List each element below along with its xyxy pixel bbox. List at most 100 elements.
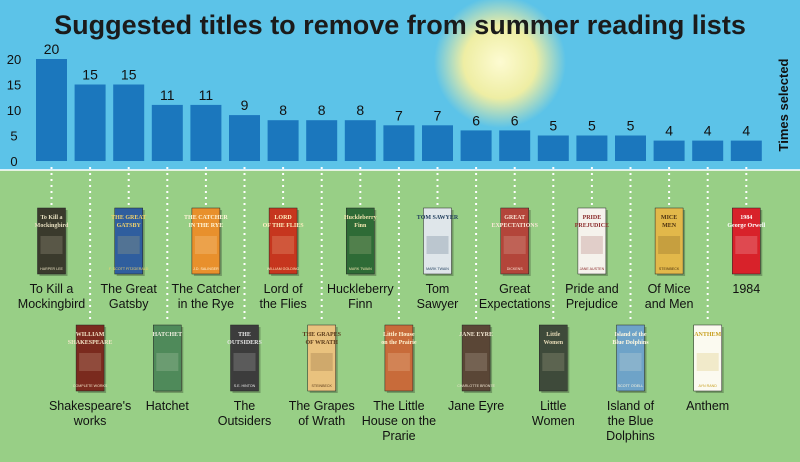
bar-value-label: 11: [160, 87, 175, 103]
cover-author: AYN RAND: [699, 384, 718, 388]
cover-title: OUTSIDERS: [227, 340, 262, 346]
cover-title: WILLIAM: [76, 332, 105, 338]
bar-value-label: 15: [121, 67, 137, 83]
book-cover: GREAT EXPECTATIONS DICKENS: [491, 207, 539, 276]
book-label: Hatchet: [146, 399, 190, 413]
book-cover: Island of the Blue Dolphins SCOTT O'DELL: [612, 324, 649, 393]
book-covers: To Kill a Mockingbird HARPER LEE WILLIAM SHA…: [35, 207, 766, 393]
cover-title: To Kill a: [40, 215, 62, 221]
cover-art: [465, 353, 488, 371]
book-cover-rect: [75, 324, 105, 392]
bar-value-label: 20: [44, 41, 60, 57]
cover-art: [349, 236, 372, 254]
cover-art: [387, 353, 410, 371]
cover-author: F. SCOTT FITZGERALD: [109, 267, 149, 271]
cover-title: Little House: [383, 332, 415, 338]
cover-title: MEN: [662, 223, 677, 229]
cover-title: GATSBY: [117, 223, 142, 229]
cover-art: [272, 236, 295, 254]
book-label: Dolphins: [606, 429, 655, 443]
cover-title: George Orwell: [727, 223, 765, 229]
book-cover: PRIDE PREJUDICE JANE AUSTEN: [575, 207, 609, 276]
cover-art: [117, 236, 140, 254]
cover-title: GREAT: [504, 215, 525, 221]
cover-author: CHARLOTTE BRONTE: [457, 384, 495, 388]
book-cover-rect: [268, 207, 298, 275]
cover-art: [79, 353, 102, 371]
bar: [267, 120, 299, 161]
cover-art: [426, 236, 449, 254]
book-cover-rect: [37, 207, 66, 275]
cover-title: LORD: [274, 215, 292, 221]
cover-title: THE CATCHER: [184, 215, 228, 221]
bar-value-label: 9: [241, 97, 249, 113]
bar: [344, 120, 376, 161]
cover-title: THE GRAPES: [302, 332, 341, 338]
book-cover-rect: [500, 207, 529, 275]
book-label: Prarie: [382, 429, 415, 443]
bar-value-label: 4: [742, 123, 750, 139]
y-axis-label: Times selected: [776, 58, 791, 151]
bar: [151, 104, 183, 161]
cover-title: Little: [546, 332, 560, 338]
cover-title: ANTHEM: [694, 332, 721, 338]
book-label: the Blue: [608, 414, 654, 428]
book-cover-rect: [307, 324, 336, 392]
cover-title: Finn: [354, 223, 367, 229]
cover-author: MARK TWAIN: [349, 267, 372, 271]
book-label: works: [73, 414, 107, 428]
bar: [615, 135, 646, 161]
book-label: Mockingbird: [18, 297, 85, 311]
cover-title: Women: [543, 340, 563, 346]
y-axis: 0 5 10 15 20: [7, 52, 21, 169]
bar: [576, 135, 608, 161]
book-label: Lord of: [264, 282, 303, 296]
sun-decoration: [434, 0, 566, 128]
book-cover-rect: [693, 324, 722, 392]
book-label: Finn: [348, 297, 372, 311]
book-cover: THE GRAPES OF WRATH STEINBECK: [302, 324, 342, 393]
bar: [306, 120, 338, 161]
cover-art: [735, 236, 758, 254]
book-label: Anthem: [686, 399, 729, 413]
book-cover-rect: [616, 324, 645, 392]
book-cover-rect: [577, 207, 607, 275]
book-cover-rect: [732, 207, 761, 275]
cover-author: STEINBECK: [659, 267, 680, 271]
book-label: Sawyer: [417, 297, 459, 311]
y-tick-label: 5: [10, 129, 17, 144]
cover-title: Huckleberry: [344, 215, 377, 221]
cover-art: [233, 353, 256, 371]
book-label: Expectations: [479, 297, 551, 311]
bar-value-label: 8: [318, 102, 326, 118]
book-cover: JANE EYRE CHARLOTTE BRONTE: [457, 324, 496, 393]
book-label: Great: [499, 282, 531, 296]
book-cover: THE CATCHER IN THE RYE J.D. SALINGER: [184, 207, 228, 276]
cover-title: SHAKESPEARE: [68, 340, 113, 346]
cover-title: 1984: [740, 215, 752, 221]
book-label: To Kill a: [30, 282, 74, 296]
cover-title: OF WRATH: [306, 340, 339, 346]
book-cover: HATCHET: [153, 324, 184, 393]
y-tick-label: 0: [10, 154, 17, 169]
cover-title: JANE EYRE: [459, 332, 493, 338]
cover-art: [156, 353, 179, 371]
cover-art: [542, 353, 565, 371]
book-cover: Huckleberry Finn MARK TWAIN: [344, 207, 377, 276]
cover-title: Blue Dolphins: [612, 340, 649, 346]
bar: [383, 125, 415, 161]
bar: [537, 135, 569, 161]
book-cover: THE OUTSIDERS S.E. HINTON: [227, 324, 262, 393]
bar-value-label: 15: [82, 67, 98, 83]
book-cover-rect: [191, 207, 221, 275]
cover-title: Mockingbird: [35, 223, 69, 229]
book-cover: WILLIAM SHAKESPEARE COMPLETE WORKS: [68, 324, 113, 393]
book-label: Huckleberry: [327, 282, 394, 296]
cover-title: Island of the: [614, 332, 646, 338]
cover-title: EXPECTATIONS: [491, 223, 538, 229]
bar-value-label: 11: [199, 87, 214, 103]
bar: [190, 104, 222, 161]
book-label: The Little: [373, 399, 424, 413]
bar-value-label: 6: [511, 112, 519, 128]
